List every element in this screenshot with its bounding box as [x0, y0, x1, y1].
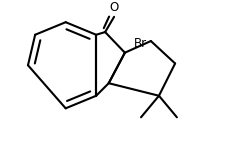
Text: Br: Br — [133, 37, 146, 50]
Text: O: O — [109, 1, 118, 14]
